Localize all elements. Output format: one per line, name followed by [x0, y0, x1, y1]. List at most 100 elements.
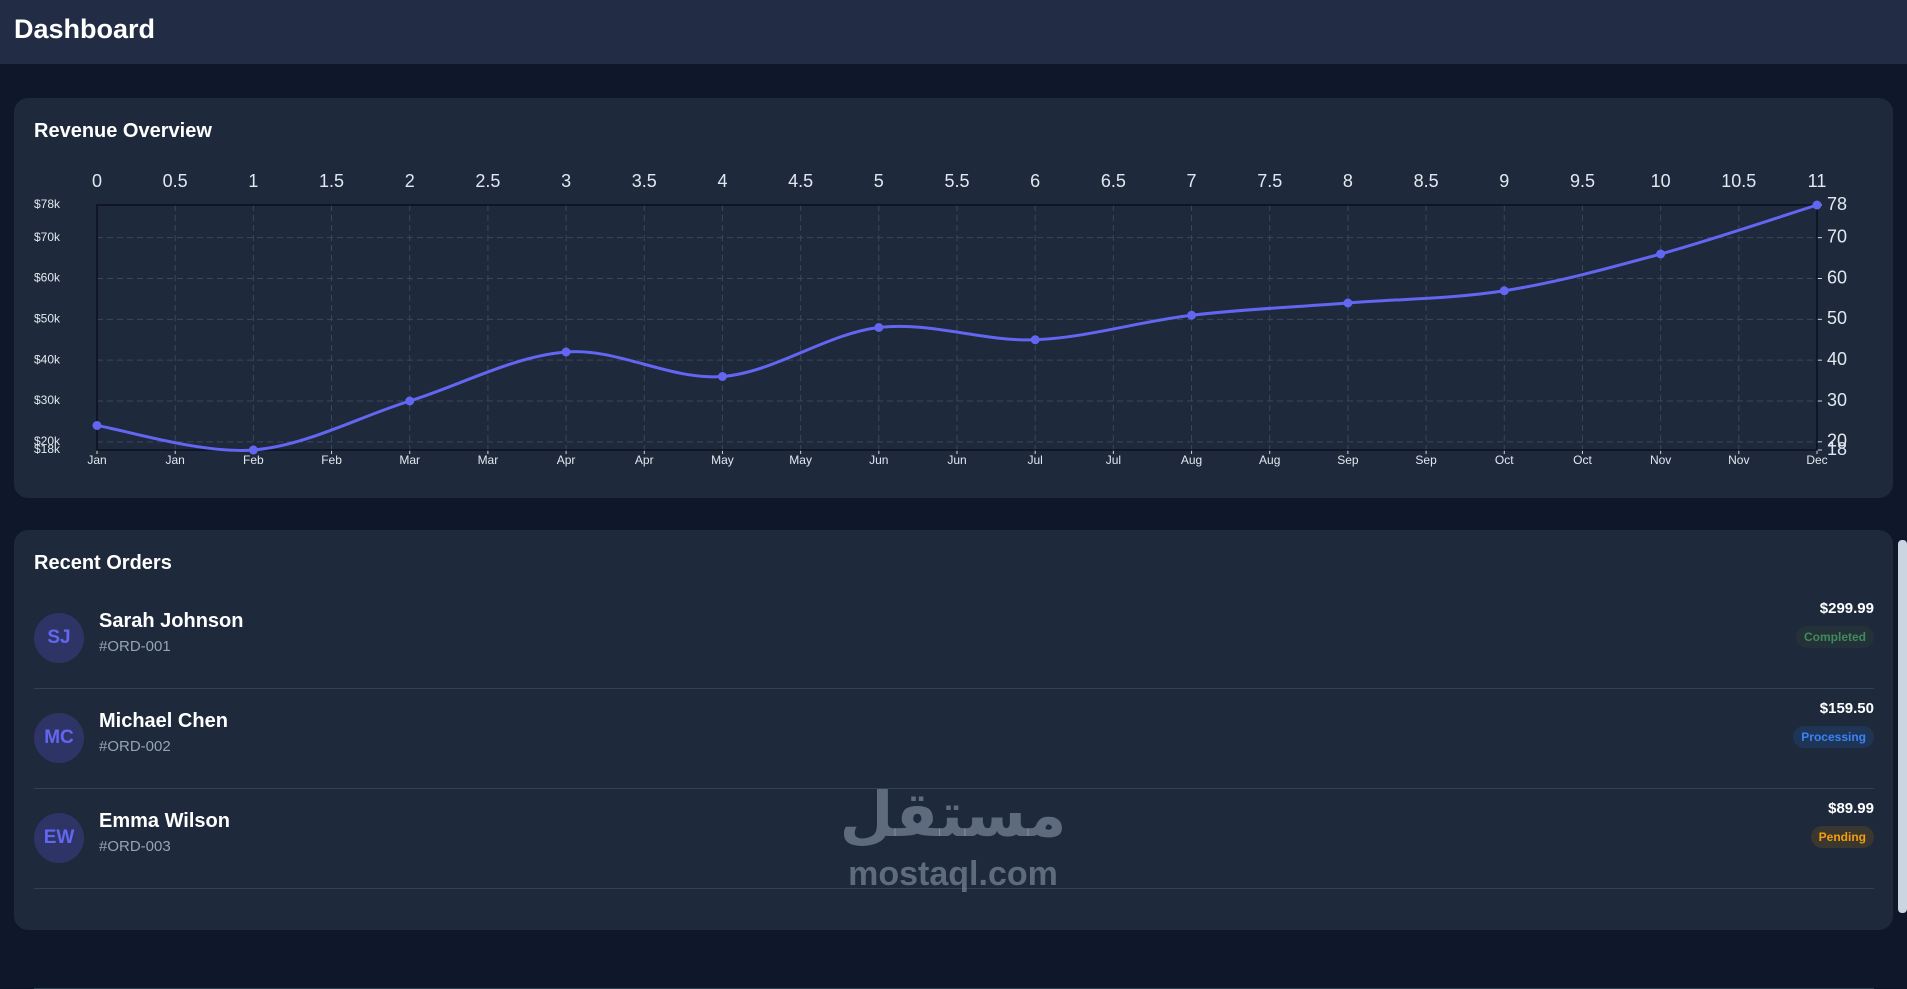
y-tick-label: $30k — [34, 393, 61, 407]
x-tick-label: Apr — [635, 453, 654, 467]
x-tick-label: 1.5 — [319, 171, 344, 191]
chart: 0 0.5 1 1.5 2 2.5 3 3.5 4 4.5 5 5.5 6 6.5 7 7.5 8 8.5 9 9.5… — [34, 171, 1847, 467]
y-tick-label: $78k — [34, 197, 61, 211]
status-badge: Pending — [1810, 826, 1874, 848]
point — [1187, 310, 1197, 320]
x-tick-label: Sep — [1337, 453, 1359, 467]
x-tick-label: 6.5 — [1101, 171, 1126, 191]
x-tick-label: 2 — [405, 171, 415, 191]
x-tick-label: Jan — [166, 453, 185, 467]
x-tick-label: Feb — [321, 453, 342, 467]
x-tick-label: Apr — [557, 453, 576, 467]
y-tick-label: $50k — [34, 312, 61, 326]
order-id: #ORD-001 — [99, 638, 171, 655]
x-tick-label: 9 — [1499, 171, 1509, 191]
order-row[interactable]: MC Michael Chen #ORD-002 $159.50 Processing — [34, 688, 1874, 789]
point — [405, 396, 415, 406]
x-tick-label: Nov — [1728, 453, 1749, 467]
x-tick-label: Mar — [478, 453, 499, 467]
x-tick-label: 7.5 — [1257, 171, 1282, 191]
x-tick-label: 4.5 — [788, 171, 813, 191]
x-tick-label: Feb — [243, 453, 264, 467]
x-tick-label: 10 — [1651, 171, 1671, 191]
point — [1343, 298, 1353, 308]
status-badge: Processing — [1793, 726, 1874, 748]
x-tick-label: 0.5 — [163, 171, 188, 191]
avatar: EW — [34, 813, 84, 863]
x-tick-label: May — [711, 453, 734, 467]
point — [1656, 249, 1666, 259]
order-row[interactable]: SJ Sarah Johnson #ORD-001 $299.99 Completed — [34, 588, 1874, 689]
y2-tick-label: 18 — [1827, 439, 1847, 459]
y2-tick-label: 70 — [1827, 226, 1847, 246]
x-tick-label: 6 — [1030, 171, 1040, 191]
x-tick-label: 3 — [561, 171, 571, 191]
x-tick-label: 4 — [717, 171, 727, 191]
x-tick-label: Dec — [1806, 453, 1827, 467]
x-tick-label: Jun — [947, 453, 966, 467]
x-tick-label: 2.5 — [475, 171, 500, 191]
x-tick-label: 3.5 — [632, 171, 657, 191]
y-tick-label: $20k — [34, 434, 61, 448]
y2-tick-label: 78 — [1827, 194, 1847, 214]
watermark: mostaql.com — [848, 855, 1058, 893]
order-id: #ORD-003 — [99, 838, 171, 855]
point — [92, 421, 102, 430]
point — [248, 445, 258, 455]
x-tick-label: 0 — [92, 171, 102, 191]
y-tick-label: $40k — [34, 352, 61, 366]
x-tick-label: Aug — [1259, 453, 1280, 467]
watermark: مستقل — [839, 781, 1067, 850]
x-tick-label: 11 — [1808, 171, 1827, 191]
x-tick-label: 7 — [1187, 171, 1197, 191]
x-tick-label: Aug — [1181, 453, 1202, 467]
chart-card: Revenue Overview 0 0.5 1 1.5 2 2.5 3 3.5 4 4.5 5 5.… — [14, 98, 1893, 498]
order-amount: $159.50 — [1819, 700, 1874, 717]
order-row[interactable] — [34, 888, 1874, 989]
order-id: #ORD-002 — [99, 738, 171, 755]
x-tick-label: 8 — [1343, 171, 1353, 191]
point — [561, 347, 571, 357]
y-tick-label: $70k — [34, 230, 61, 244]
x-tick-label: 10.5 — [1721, 171, 1756, 191]
avatar: MC — [34, 713, 84, 763]
plot-frame — [96, 204, 1818, 451]
x-tick-label: 5.5 — [944, 171, 969, 191]
x-tick-label: Jul — [1106, 453, 1121, 467]
y-tick-label: $18k — [34, 442, 61, 456]
line — [96, 203, 1818, 452]
customer-name: Emma Wilson — [99, 810, 230, 832]
x-tick-label: Mar — [399, 453, 420, 467]
order-row[interactable]: EW Emma Wilson #ORD-003 $89.99 Pending — [34, 788, 1874, 889]
x-tick-label: Oct — [1573, 453, 1592, 467]
point — [1812, 200, 1822, 210]
point — [874, 323, 884, 332]
y2-tick-label: 50 — [1827, 308, 1847, 328]
x-tick-label: Jun — [869, 453, 888, 467]
x-tick-label: Sep — [1415, 453, 1437, 467]
chart-title: Revenue Overview — [34, 120, 212, 142]
x-tick-label: 9.5 — [1570, 171, 1595, 191]
order-amount: $299.99 — [1819, 600, 1874, 617]
x-tick-label: 1 — [248, 171, 258, 191]
y2-tick-label: 40 — [1827, 349, 1847, 369]
x-tick-label: Jan — [87, 453, 106, 467]
y2-tick-label: 60 — [1827, 267, 1847, 287]
x-tick-label: Oct — [1495, 453, 1514, 467]
customer-name: Michael Chen — [99, 710, 228, 732]
y-tick-label: $60k — [34, 271, 61, 285]
x-tick-label: 5 — [874, 171, 884, 191]
x-tick-label: May — [789, 453, 812, 467]
y2-tick-label: 20 — [1827, 431, 1847, 451]
x-tick-label: 8.5 — [1414, 171, 1439, 191]
orders-card: Recent Orders SJ Sarah Johnson #ORD-001 $29… — [14, 530, 1893, 989]
scrollbar[interactable] — [1898, 540, 1907, 913]
status-badge: Completed — [1795, 626, 1874, 648]
order-amount: $89.99 — [1828, 800, 1874, 817]
point — [717, 372, 727, 381]
customer-name: Sarah Johnson — [99, 610, 244, 632]
point — [1030, 335, 1040, 345]
header: Dashboard — [0, 0, 1907, 64]
point — [1499, 286, 1509, 296]
